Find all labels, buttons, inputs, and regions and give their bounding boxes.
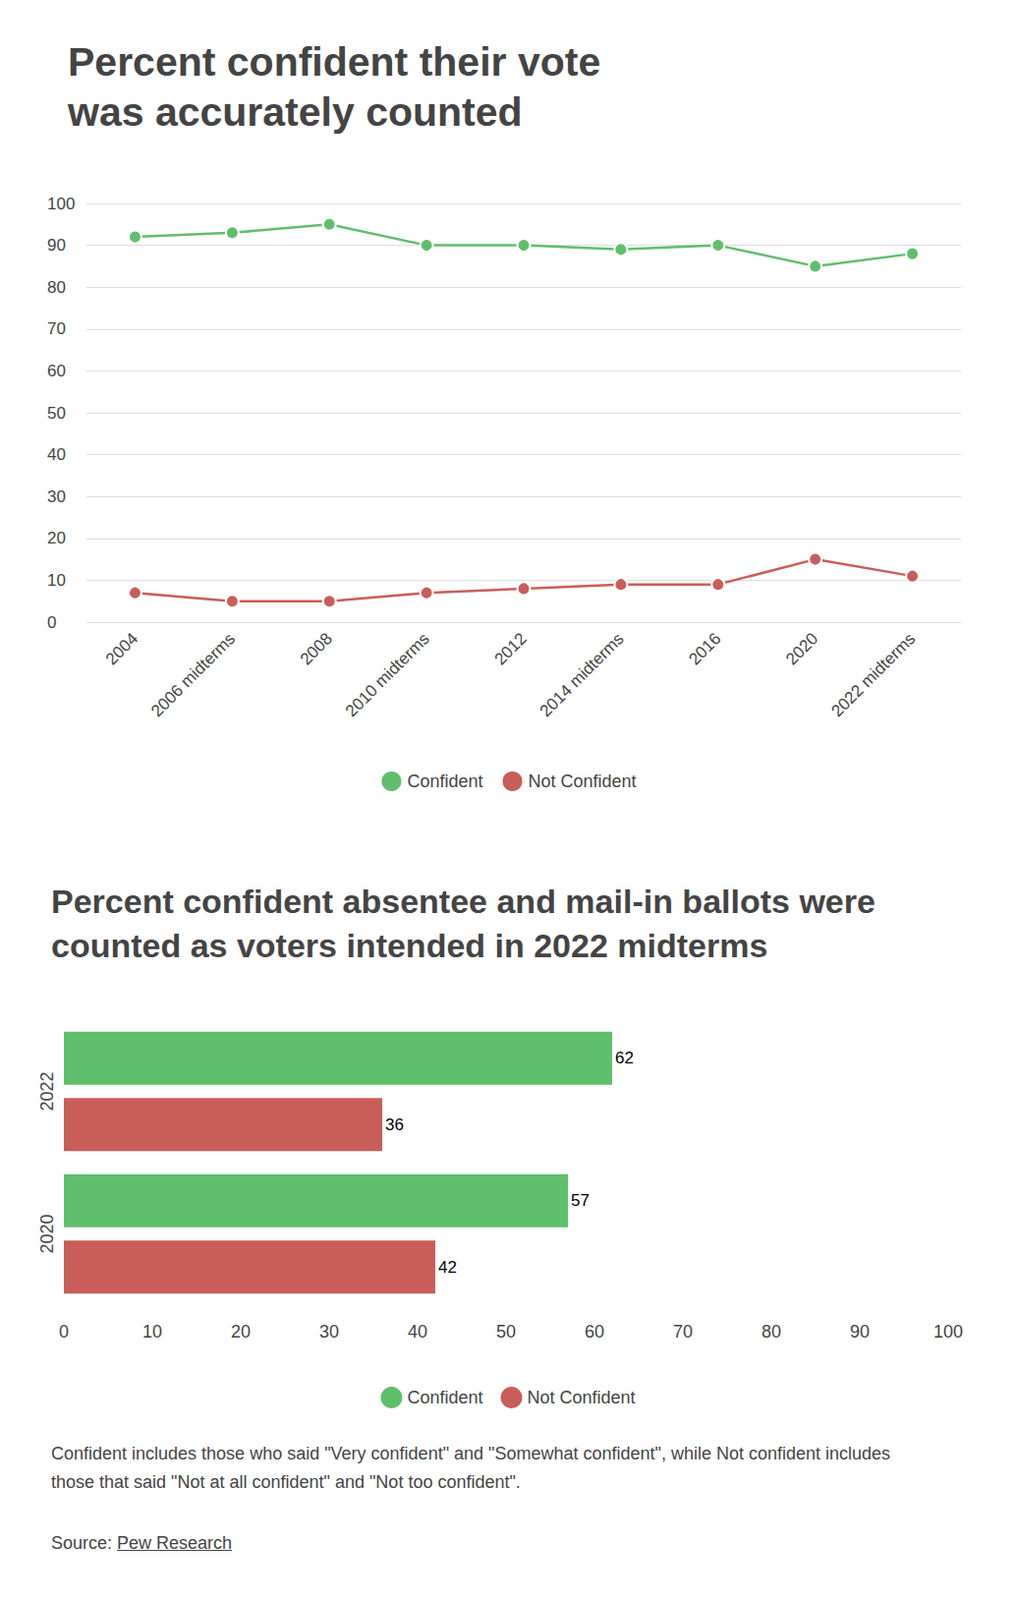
svg-text:10: 10 bbox=[47, 570, 66, 590]
svg-text:2022 midterms: 2022 midterms bbox=[827, 628, 919, 721]
svg-text:57: 57 bbox=[570, 1190, 590, 1210]
svg-text:70: 70 bbox=[673, 1321, 693, 1342]
svg-text:100: 100 bbox=[933, 1321, 963, 1342]
svg-text:Confident: Confident bbox=[406, 771, 483, 791]
svg-text:0: 0 bbox=[58, 1321, 69, 1342]
svg-text:40: 40 bbox=[407, 1321, 428, 1342]
svg-text:30: 30 bbox=[47, 487, 66, 507]
svg-text:10: 10 bbox=[142, 1321, 163, 1342]
svg-text:90: 90 bbox=[849, 1321, 870, 1342]
svg-text:90: 90 bbox=[47, 235, 66, 255]
svg-text:0: 0 bbox=[47, 613, 57, 632]
svg-text:2016: 2016 bbox=[684, 628, 725, 669]
svg-text:80: 80 bbox=[761, 1321, 782, 1342]
svg-text:2010 midterms: 2010 midterms bbox=[341, 628, 434, 721]
svg-text:2020: 2020 bbox=[37, 1213, 57, 1253]
html-text:Source: Pew Research: Source: Pew Research bbox=[51, 1532, 232, 1553]
svg-text:50: 50 bbox=[496, 1321, 516, 1342]
svg-text:Not Confident: Not Confident bbox=[527, 771, 636, 791]
svg-text:50: 50 bbox=[47, 403, 66, 423]
html-text:Percent confident absentee and: Percent confident absentee and mail-in b… bbox=[51, 882, 876, 964]
html-text:Confident includes those who s: Confident includes those who said "Very … bbox=[51, 1443, 891, 1492]
svg-text:42: 42 bbox=[438, 1257, 457, 1277]
svg-text:60: 60 bbox=[47, 361, 66, 381]
svg-text:30: 30 bbox=[319, 1321, 339, 1342]
svg-text:40: 40 bbox=[47, 445, 66, 464]
svg-text:2004: 2004 bbox=[102, 628, 142, 669]
svg-text:20: 20 bbox=[230, 1321, 251, 1342]
svg-text:2020: 2020 bbox=[782, 628, 822, 669]
svg-text:2014 midterms: 2014 midterms bbox=[536, 628, 628, 721]
svg-text:Confident: Confident bbox=[406, 1387, 483, 1408]
svg-text:20: 20 bbox=[47, 528, 66, 548]
svg-text:2022: 2022 bbox=[37, 1071, 57, 1111]
svg-text:2008: 2008 bbox=[296, 628, 337, 669]
svg-text:80: 80 bbox=[47, 278, 66, 297]
svg-text:62: 62 bbox=[615, 1048, 634, 1068]
svg-text:60: 60 bbox=[584, 1321, 605, 1342]
svg-text:70: 70 bbox=[47, 319, 66, 339]
svg-text:36: 36 bbox=[385, 1115, 404, 1134]
html-text:Percent confident their vote w: Percent confident their vote was accurat… bbox=[67, 39, 601, 135]
svg-text:100: 100 bbox=[47, 194, 75, 214]
svg-text:2006 midterms: 2006 midterms bbox=[147, 628, 239, 721]
svg-text:2012: 2012 bbox=[491, 628, 531, 669]
svg-text:Not Confident: Not Confident bbox=[526, 1387, 635, 1408]
